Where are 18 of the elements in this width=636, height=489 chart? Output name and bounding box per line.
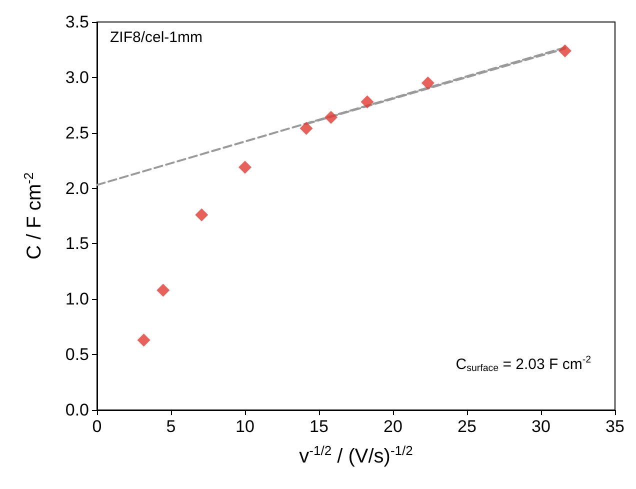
y-tick-label: 2.0: [65, 178, 89, 198]
x-tick-label: 30: [532, 417, 550, 436]
y-tick-label: 3.5: [65, 12, 89, 32]
y-tick-label: 3.0: [65, 68, 89, 87]
y-axis-title: C / F cm-2: [21, 172, 46, 260]
x-tick-label: 0: [92, 417, 102, 436]
y-tick-label: 1.0: [65, 290, 89, 309]
x-tick-label: 20: [384, 417, 402, 436]
y-tick-label: 2.5: [65, 123, 89, 142]
x-tick-label: 15: [310, 417, 328, 436]
x-tick-label: 5: [166, 417, 176, 436]
annotation: ZIF8/cel-1mm: [110, 29, 203, 46]
y-tick-label: 1.5: [65, 234, 89, 254]
y-tick-label: 0.5: [65, 345, 89, 364]
x-tick-label: 25: [458, 417, 476, 436]
y-tick-label: 0.0: [65, 400, 89, 420]
x-tick-label: 10: [236, 417, 254, 436]
x-tick-label: 35: [606, 417, 624, 436]
